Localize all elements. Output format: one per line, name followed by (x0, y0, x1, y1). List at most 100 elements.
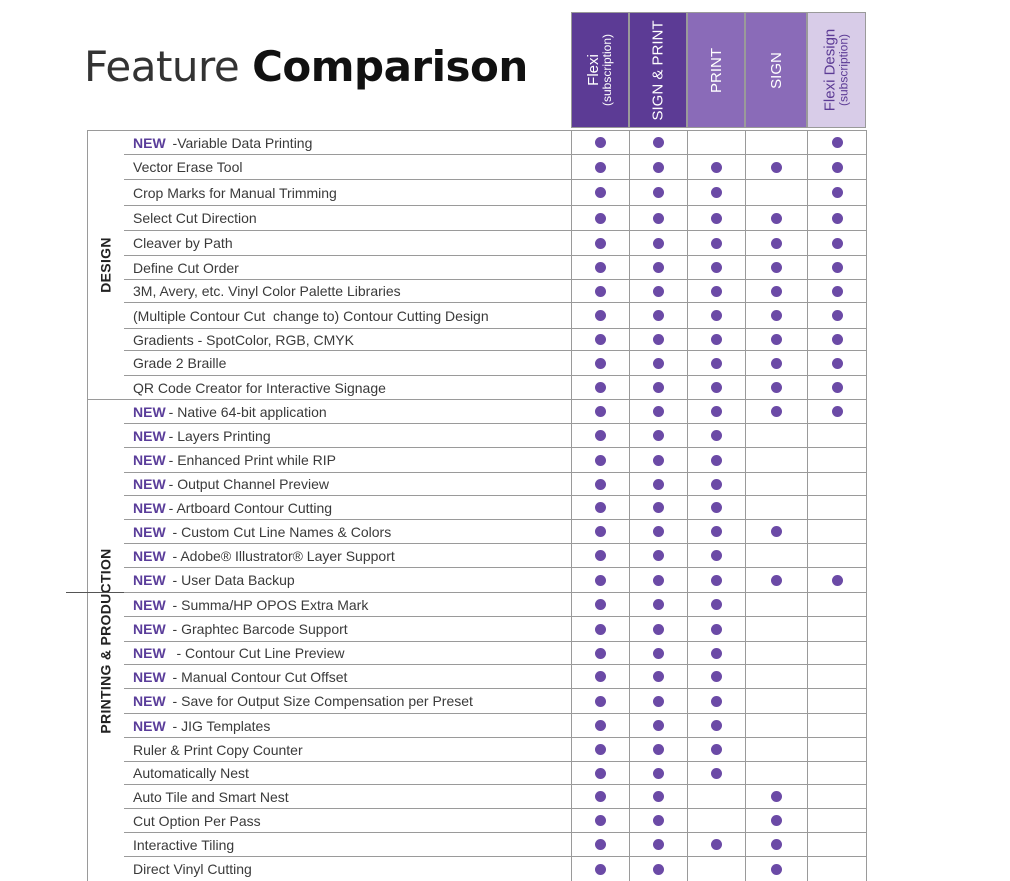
included-dot-icon (831, 187, 843, 198)
cell-sign-print (629, 520, 687, 543)
cell-print (687, 642, 745, 664)
feature-name: NEW - Artboard Contour Cutting (133, 496, 332, 519)
table-row: (Multiple Contour Cut change to) Contour… (124, 302, 867, 328)
cell-print (687, 833, 745, 856)
cell-print (687, 762, 745, 784)
cell-sign (745, 155, 807, 179)
cell-flexi-design (807, 231, 866, 255)
included-dot-icon (653, 839, 664, 850)
table-right-border (866, 130, 867, 881)
included-dot-icon (653, 599, 664, 610)
included-dot-icon (831, 137, 843, 148)
table-row: Gradients - SpotColor, RGB, CMYK (124, 328, 867, 350)
feature-text: - Summa/HP OPOS Extra Mark (168, 596, 369, 613)
cell-print (687, 665, 745, 688)
cell-flexi (571, 617, 629, 641)
included-dot-icon (831, 310, 843, 321)
feature-text: - Contour Cut Line Preview (168, 645, 345, 661)
included-dot-icon (595, 863, 606, 875)
title-bold-text: Comparison (252, 42, 528, 91)
feature-text: - Native 64-bit application (168, 403, 327, 420)
cell-sign-print (629, 785, 687, 808)
included-dot-icon (711, 285, 722, 297)
included-dot-icon (771, 815, 782, 826)
included-dot-icon (711, 237, 722, 249)
new-badge: NEW (133, 476, 166, 492)
cell-flexi-design (807, 520, 866, 543)
feature-name: Gradients - SpotColor, RGB, CMYK (133, 329, 354, 350)
included-dot-icon (831, 161, 843, 173)
cell-sign-print (629, 400, 687, 423)
feature-text: QR Code Creator for Interactive Signage (133, 379, 386, 396)
cell-flexi (571, 689, 629, 713)
cell-print (687, 303, 745, 328)
cell-flexi (571, 544, 629, 567)
feature-name: NEW - Layers Printing (133, 424, 271, 447)
cell-print (687, 809, 745, 832)
cell-sign (745, 617, 807, 641)
feature-name: Cleaver by Path (133, 231, 233, 255)
cell-sign (745, 303, 807, 328)
cell-flexi (571, 448, 629, 472)
cell-flexi (571, 857, 629, 881)
included-dot-icon (711, 430, 722, 441)
column-header-label: Flexi Design (821, 28, 839, 112)
included-dot-icon (595, 406, 606, 417)
new-badge: NEW (133, 572, 166, 588)
feature-text: Grade 2 Braille (133, 355, 227, 371)
cell-flexi-design (807, 448, 866, 472)
cell-flexi (571, 131, 629, 154)
cell-flexi-design (807, 256, 866, 279)
included-dot-icon (595, 744, 606, 755)
cell-print (687, 714, 745, 737)
included-dot-icon (653, 863, 664, 875)
cell-flexi (571, 231, 629, 255)
feature-text: Cleaver by Path (133, 235, 233, 251)
column-header-sublabel: (subscription) (600, 33, 614, 107)
cell-flexi-design (807, 714, 866, 737)
new-badge: NEW (133, 403, 166, 420)
table-row: NEW - Layers Printing (124, 423, 867, 447)
cell-sign-print (629, 329, 687, 350)
cell-flexi-design (807, 738, 866, 761)
cell-print (687, 155, 745, 179)
table-row: Cut Option Per Pass (124, 808, 867, 832)
cell-flexi-design (807, 785, 866, 808)
included-dot-icon (711, 599, 722, 610)
cell-flexi (571, 424, 629, 447)
included-dot-icon (711, 161, 722, 173)
table-row: NEW - Manual Contour Cut Offset (124, 664, 867, 688)
included-dot-icon (653, 237, 664, 249)
cell-flexi-design (807, 206, 866, 230)
included-dot-icon (831, 237, 843, 249)
included-dot-icon (653, 212, 664, 224)
table-row: NEW - Custom Cut Line Names & Colors (124, 519, 867, 543)
table-row: Vector Erase Tool (124, 154, 867, 179)
included-dot-icon (711, 262, 722, 273)
feature-text: -Variable Data Printing (168, 134, 313, 151)
cell-sign-print (629, 280, 687, 302)
included-dot-icon (653, 187, 664, 198)
table-row: Interactive Tiling (124, 832, 867, 856)
included-dot-icon (595, 720, 606, 731)
column-header-text: PRINT (708, 48, 725, 93)
included-dot-icon (831, 285, 843, 297)
new-badge: NEW (133, 717, 166, 734)
cell-sign (745, 231, 807, 255)
cell-flexi (571, 665, 629, 688)
included-dot-icon (771, 526, 782, 537)
cell-sign-print (629, 351, 687, 375)
table-row: NEW -Variable Data Printing (124, 130, 867, 154)
cell-flexi (571, 376, 629, 399)
table-row: Select Cut Direction (124, 205, 867, 230)
included-dot-icon (595, 695, 606, 707)
cell-sign-print (629, 231, 687, 255)
table-row: Ruler & Print Copy Counter (124, 737, 867, 761)
feature-text: - User Data Backup (168, 572, 295, 588)
included-dot-icon (711, 357, 722, 369)
cell-sign-print (629, 665, 687, 688)
included-dot-icon (771, 310, 782, 321)
cell-print (687, 206, 745, 230)
cell-flexi (571, 206, 629, 230)
included-dot-icon (653, 526, 664, 537)
